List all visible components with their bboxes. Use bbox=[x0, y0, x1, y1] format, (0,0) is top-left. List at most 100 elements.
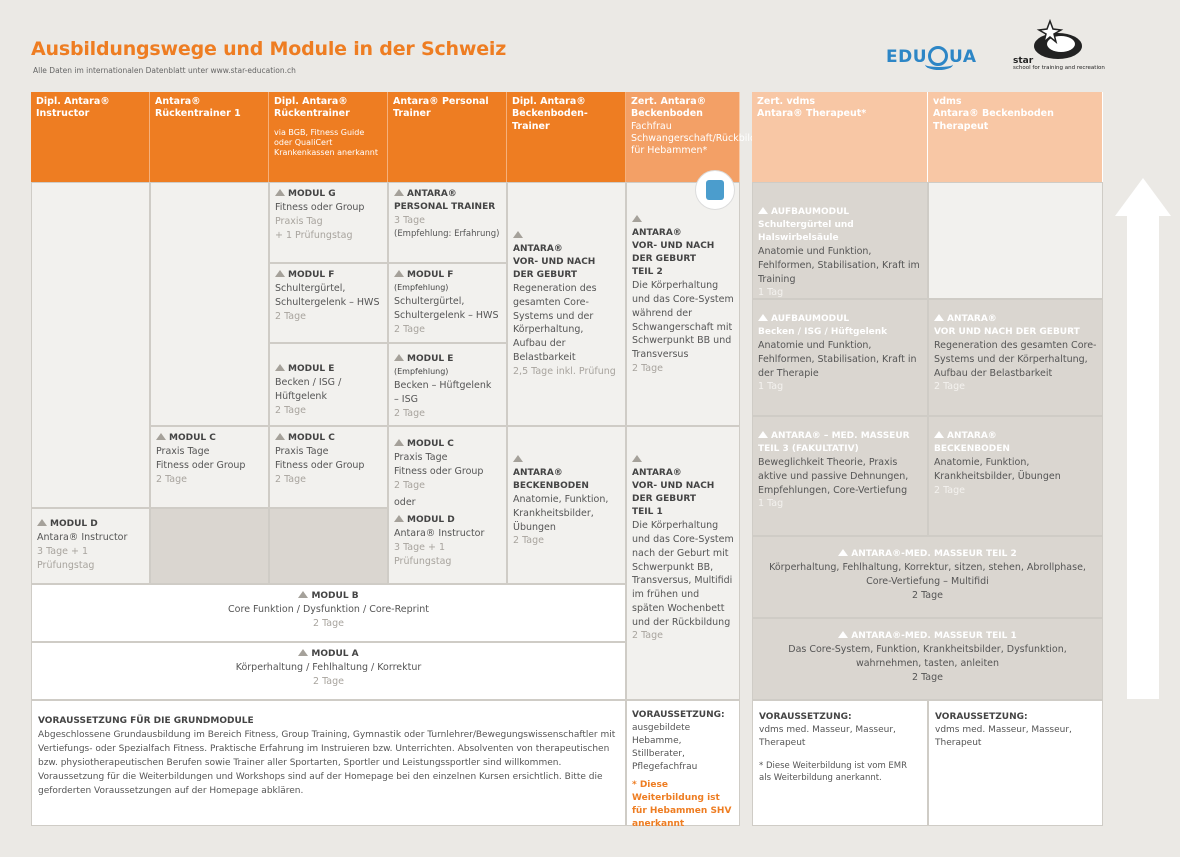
therapeut-beckenboden-cell: ANTARA® BECKENBODEN Anatomie, Funktion, … bbox=[928, 416, 1103, 536]
modul-title: MODUL G bbox=[275, 188, 382, 201]
therapeut-requirements: VORAUSSETZUNG: vdms med. Masseur, Masseu… bbox=[752, 700, 928, 826]
modul-line: Die Körperhaltung und das Core-System wä… bbox=[632, 280, 734, 361]
med-masseur-teil3-cell: ANTARA® – MED. MASSEUR TEIL 3 (FAKULTATI… bbox=[752, 416, 928, 536]
star-logo-sub: school for training and recreation bbox=[1013, 65, 1105, 71]
eduqua-logo: EDU UA bbox=[886, 45, 976, 70]
modul-line: Praxis Tage bbox=[394, 452, 448, 464]
modul-title-1: ANTARA® bbox=[513, 244, 563, 255]
modul-title-4: TEIL 1 bbox=[632, 507, 663, 518]
triangle-icon bbox=[275, 189, 285, 196]
modul-line: 1 Tag bbox=[758, 287, 784, 299]
c1-modul-d-cell: MODUL D Antara® Instructor 3 Tage + 1 Pr… bbox=[31, 508, 150, 584]
modul-title bbox=[513, 230, 620, 243]
modul-title: MODUL C bbox=[394, 438, 501, 451]
triangle-icon bbox=[758, 431, 768, 438]
col-header-rueckentrainer: Dipl. Antara® Rückentrainer via BGB, Fitn… bbox=[269, 92, 388, 182]
modul-b-cell: MODUL B Core Funktion / Dysfunktion / Co… bbox=[31, 584, 626, 642]
aufbaumodul-schulter-cell: AUFBAUMODUL Schultergürtel und Halswirbe… bbox=[752, 182, 928, 299]
col-header-label: Antara® Personal Trainer bbox=[393, 96, 489, 120]
modul-title-2: Becken / ISG / Hüftgelenk bbox=[758, 327, 888, 338]
empty-cell bbox=[150, 508, 269, 584]
modul-rec: (Empfehlung) bbox=[394, 367, 449, 377]
triangle-icon bbox=[394, 515, 404, 523]
modul-title-3: DER GEBURT bbox=[513, 270, 578, 281]
col-header-label: Zert. vdms bbox=[757, 96, 816, 107]
modul-g-cell: MODUL G Fitness oder Group Praxis Tag + … bbox=[269, 182, 388, 263]
modul-line: 3 Tage bbox=[394, 215, 425, 227]
modul-title-2: VOR- UND NACH bbox=[632, 481, 715, 492]
modul-line: 2 Tage bbox=[394, 407, 425, 419]
modul-title: ANTARA® bbox=[934, 313, 1097, 326]
pt-modul-e-cell: MODUL E (Empfehlung) Becken – Hüftgelenk… bbox=[388, 343, 507, 426]
modul-a-cell: MODUL A Körperhaltung / Fehlhaltung / Ko… bbox=[31, 642, 626, 700]
modul-line: Schultergürtel, bbox=[394, 296, 465, 308]
col-header-beckenboden-trainer: Dipl. Antara® Beckenboden-Trainer bbox=[507, 92, 626, 182]
modul-line: Anatomie und Funktion, Fehlformen, Stabi… bbox=[758, 246, 920, 285]
oder-text: oder bbox=[394, 497, 416, 509]
modul-line: Fitness oder Group bbox=[156, 459, 246, 471]
modul-title-3: DER GEBURT bbox=[632, 494, 697, 505]
triangle-icon bbox=[838, 549, 849, 556]
triangle-icon bbox=[934, 314, 944, 321]
modul-line: 2 Tage bbox=[912, 671, 943, 683]
requirements-text: ausgebildete Hebamme, Stillberater, Pfle… bbox=[632, 723, 698, 773]
progression-arrow-icon bbox=[1115, 178, 1171, 216]
triangle-icon bbox=[156, 433, 166, 440]
modul-line: Fitness oder Group bbox=[275, 459, 365, 471]
modul-title-2: Schultergürtel und Halswirbelsäule bbox=[758, 220, 854, 244]
col-header-label: Dipl. Antara® Beckenboden-Trainer bbox=[512, 96, 588, 132]
modul-title bbox=[632, 214, 734, 227]
c2-modul-c-cell: MODUL C Praxis Tage Fitness oder Group 2… bbox=[150, 426, 269, 508]
modul-title-text: MODUL C bbox=[288, 433, 335, 443]
modul-title-text: ANTARA® bbox=[407, 189, 457, 199]
empty-cell bbox=[150, 182, 269, 426]
modul-title-text: MODUL D bbox=[50, 519, 98, 529]
modul-title-text: ANTARA® bbox=[947, 314, 997, 324]
triangle-icon bbox=[934, 431, 944, 438]
modul-title bbox=[632, 454, 734, 467]
c3-modul-c-cell: MODUL C Praxis Tage Fitness oder Group 2… bbox=[269, 426, 388, 508]
empty-cell bbox=[31, 182, 150, 508]
triangle-icon bbox=[513, 455, 523, 462]
personal-trainer-cell: ANTARA® PERSONAL TRAINER 3 Tage (Empfehl… bbox=[388, 182, 507, 263]
triangle-icon bbox=[838, 631, 849, 638]
modul-title-text: ANTARA® – MED. MASSEUR bbox=[771, 431, 910, 441]
requirements-title: VORAUSSETZUNG FÜR DIE GRUNDMODULE bbox=[38, 716, 254, 726]
modul-title-2: VOR- UND NACH bbox=[513, 257, 596, 268]
med-masseur-teil1-cell: ANTARA®-MED. MASSEUR TEIL 1 Das Core-Sys… bbox=[752, 618, 1103, 700]
modul-title-4: TEIL 2 bbox=[632, 267, 663, 278]
modul-line: 2 Tage bbox=[275, 473, 306, 485]
modul-line: Körperhaltung / Fehlhaltung / Korrektur bbox=[235, 662, 422, 674]
modul-title-text: ANTARA®-MED. MASSEUR TEIL 1 bbox=[851, 631, 1017, 641]
modul-line: 3 Tage + 1 Prüfungstag bbox=[394, 541, 452, 567]
med-masseur-teil2-cell: ANTARA®-MED. MASSEUR TEIL 2 Körperhaltun… bbox=[752, 536, 1103, 618]
modul-line: 2 Tage bbox=[934, 381, 965, 393]
modul-line: Fitness oder Group bbox=[275, 202, 365, 214]
modul-line: 2 Tage bbox=[156, 473, 187, 485]
modul-title-text: MODUL C bbox=[169, 433, 216, 443]
star-logo-text: star bbox=[1013, 56, 1034, 66]
modul-title: ANTARA®-MED. MASSEUR TEIL 2 bbox=[758, 548, 1097, 561]
triangle-icon bbox=[37, 519, 47, 526]
modul-title-text: MODUL E bbox=[288, 364, 335, 374]
col-header-label: Dipl. Antara® Instructor bbox=[36, 96, 110, 120]
hebammen-teil2-cell: ANTARA® VOR- UND NACH DER GEBURT TEIL 2 … bbox=[626, 182, 740, 426]
modul-line: Praxis Tag bbox=[275, 215, 323, 227]
empty-cell bbox=[928, 182, 1103, 299]
modul-line: Antara® Instructor bbox=[37, 532, 128, 544]
triangle-icon bbox=[394, 189, 404, 196]
triangle-icon bbox=[298, 591, 309, 598]
requirements-text: vdms med. Masseur, Masseur, Therapeut bbox=[935, 725, 1072, 749]
empty-cell bbox=[269, 508, 388, 584]
modul-line: Praxis Tage bbox=[275, 446, 329, 458]
triangle-icon bbox=[394, 270, 404, 277]
requirements-title: VORAUSSETZUNG: bbox=[759, 712, 852, 722]
triangle-icon bbox=[394, 354, 404, 361]
modul-title: MODUL A bbox=[37, 648, 620, 661]
modul-line: 3 Tage + 1 Prüfungstag bbox=[37, 545, 95, 571]
modul-title: MODUL D bbox=[37, 518, 144, 531]
eduqua-q-icon bbox=[925, 46, 954, 70]
c4-modul-c-d-cell: MODUL C Praxis Tage Fitness oder Group 2… bbox=[388, 426, 507, 584]
page-subtitle: Alle Daten im internationalen Datenblatt… bbox=[33, 66, 296, 75]
modul-line: 2,5 Tage inkl. Prüfung bbox=[513, 365, 616, 377]
